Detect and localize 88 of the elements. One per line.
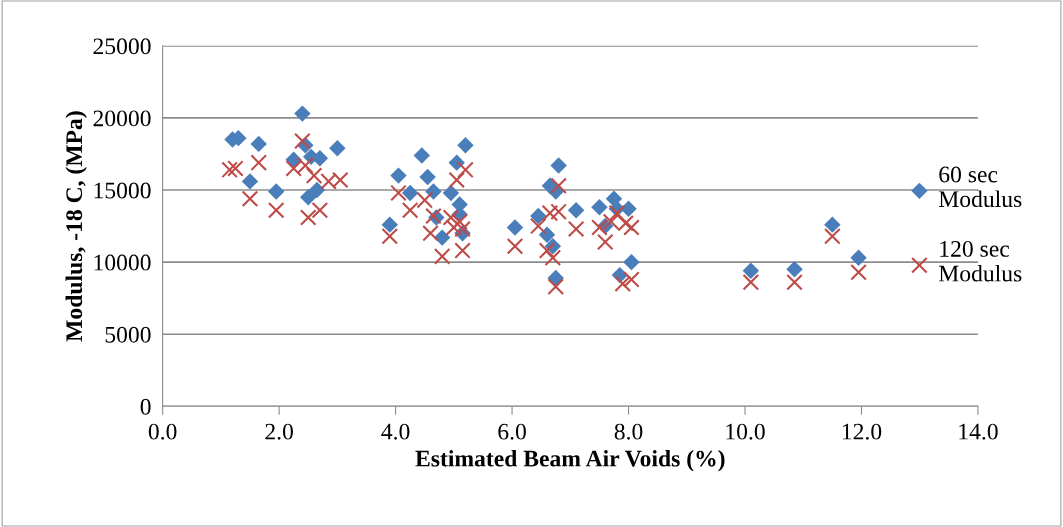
point (241, 173, 259, 190)
point (422, 224, 439, 242)
point (445, 219, 463, 236)
point (786, 261, 803, 278)
point (390, 167, 407, 184)
point (425, 183, 442, 200)
point (454, 242, 471, 259)
point (329, 140, 346, 157)
x-tick-label: 12.0 (842, 423, 882, 440)
point (299, 209, 317, 226)
point (267, 183, 285, 200)
point (530, 207, 547, 225)
point (381, 227, 399, 245)
point (567, 202, 585, 219)
point (786, 273, 803, 291)
point (401, 201, 419, 219)
point (448, 154, 465, 171)
point (390, 184, 407, 202)
point (416, 191, 434, 209)
y-tick-label: 0 (140, 398, 151, 415)
point (454, 220, 471, 238)
point (227, 160, 244, 177)
point (285, 160, 302, 177)
point (614, 275, 632, 293)
point (311, 201, 329, 219)
point (596, 233, 614, 251)
y-axis-title: Modulus, -18 C, (MPa) (65, 111, 87, 342)
point (433, 229, 451, 246)
point (267, 201, 285, 219)
legend-label: 120 sec Modulus (938, 240, 1022, 282)
point (433, 248, 451, 265)
point (550, 203, 567, 220)
point (550, 177, 567, 195)
point (413, 147, 431, 164)
point (742, 273, 760, 291)
point (623, 271, 640, 288)
point (623, 253, 640, 271)
y-tick-label: 10000 (94, 254, 151, 271)
point (550, 157, 567, 174)
legend-label: 60 sec Modulus (938, 166, 1022, 208)
x-tick-label: 0.0 (148, 423, 177, 440)
point (442, 184, 460, 202)
point (620, 200, 637, 217)
point (401, 184, 419, 202)
point (608, 204, 626, 222)
point (824, 227, 841, 245)
point (294, 132, 311, 150)
point (544, 249, 562, 267)
point (241, 190, 259, 208)
point (457, 161, 474, 179)
point (308, 181, 326, 199)
point (381, 216, 398, 233)
x-tick-label: 14.0 (959, 423, 998, 440)
x-tick-label: 8.0 (614, 423, 643, 440)
point (294, 105, 311, 122)
point (742, 262, 760, 279)
point (547, 278, 565, 295)
point (506, 237, 524, 255)
point (541, 204, 559, 222)
point (529, 217, 547, 235)
x-tick-label: 2.0 (265, 423, 293, 440)
y-tick-label: 5000 (105, 326, 151, 343)
point (221, 161, 238, 179)
x-tick-label: 4.0 (381, 423, 410, 440)
point (297, 157, 314, 174)
x-axis-title: Estimated Beam Air Voids (%) (415, 449, 725, 472)
point (591, 199, 608, 216)
point (250, 154, 268, 171)
point (506, 219, 524, 236)
point (451, 213, 468, 231)
point (567, 220, 585, 238)
point (538, 242, 556, 259)
point (448, 171, 466, 189)
point (419, 168, 436, 186)
y-tick-label: 20000 (93, 110, 151, 127)
point (850, 249, 867, 267)
point (591, 219, 608, 236)
point (623, 219, 640, 236)
point (457, 137, 474, 154)
y-tick-label: 15000 (94, 182, 151, 199)
point (250, 135, 267, 153)
point (850, 263, 867, 281)
x-tick-label: 6.0 (498, 423, 526, 440)
point (305, 167, 323, 184)
y-tick-label: 25000 (93, 38, 151, 55)
point (824, 216, 841, 233)
x-tick-label: 10.0 (726, 423, 765, 440)
point (300, 189, 317, 206)
